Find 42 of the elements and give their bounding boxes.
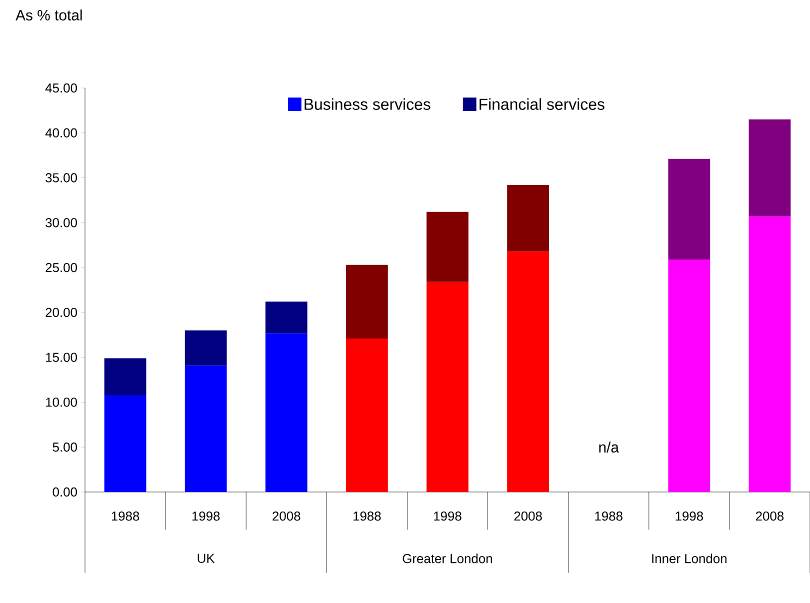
y-tick-label: 40.00 [45, 128, 77, 138]
x-tick-label: 1988 [595, 512, 622, 521]
y-axis-title: As % total [16, 10, 82, 20]
text: UK [198, 554, 215, 563]
bar [668, 158, 710, 260]
bar [748, 216, 791, 492]
x-tick-label: 2008 [514, 512, 542, 521]
bar [104, 395, 146, 492]
bar [668, 259, 710, 492]
y-tick-label: 20.00 [46, 308, 77, 318]
bar [265, 302, 308, 334]
text: Greater London [402, 554, 492, 564]
bar [426, 212, 468, 282]
y-tick-label: 45.00 [45, 83, 77, 93]
x-tick-label: 1998 [676, 512, 704, 521]
bar [426, 282, 468, 492]
legend-label: Business services [304, 98, 430, 110]
bar [184, 330, 227, 366]
bar [184, 365, 227, 492]
legend-label: Financial services [480, 98, 604, 110]
y-tick-label: 5.00 [52, 442, 77, 452]
y-tick-label: 25.00 [46, 262, 77, 272]
annotation: n/a [599, 442, 619, 453]
bar [748, 119, 791, 216]
y-tick-label: 30.00 [46, 218, 77, 228]
x-tick-label: 1988 [112, 512, 140, 521]
x-tick-label: 1998 [192, 512, 220, 521]
bar [265, 333, 308, 492]
bar [104, 358, 146, 396]
text: Inner London [652, 554, 726, 564]
y-tick-label: 0.00 [52, 487, 77, 497]
bar [346, 264, 388, 338]
bar [507, 251, 549, 492]
x-tick-label: 2008 [756, 512, 784, 521]
bar [507, 184, 549, 252]
y-tick-label: 35.00 [46, 173, 77, 182]
x-tick-label: 1988 [354, 512, 381, 521]
x-tick-label: 2008 [272, 512, 300, 521]
bar [346, 338, 388, 492]
x-tick-label: 1998 [434, 512, 462, 521]
y-tick-label: 10.00 [46, 398, 77, 407]
y-tick-label: 15.00 [46, 352, 77, 362]
